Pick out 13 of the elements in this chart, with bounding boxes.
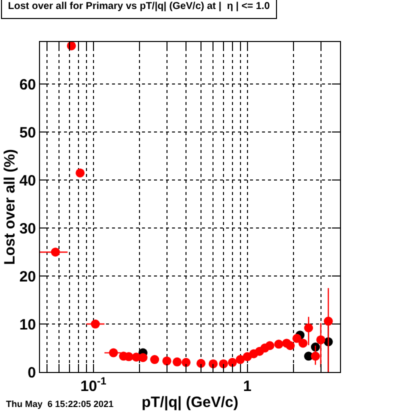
x-tick-label: 10$^{-1}$: [80, 376, 107, 395]
x-tick-label: 1: [243, 378, 252, 395]
text: Thu May 6 15:22:05 2021: [6, 399, 114, 409]
y-tick-label: 60: [19, 76, 36, 94]
chart-title: Lost over all for Primary vs pT/|q| (GeV/c) at | η | <= 1.0: [8, 1, 270, 12]
y-tick-label: 0: [28, 364, 36, 382]
y-tick-label: 50: [19, 124, 36, 142]
y-tick-label: 10: [19, 316, 36, 334]
y-tick-label: 20: [19, 268, 36, 286]
y-axis-title: Lost over all (%): [2, 149, 19, 265]
y-tick-label: 40: [19, 172, 36, 190]
x-axis-title: pT/|q| (GeV/c): [142, 394, 238, 411]
y-tick-label: 30: [19, 220, 36, 238]
